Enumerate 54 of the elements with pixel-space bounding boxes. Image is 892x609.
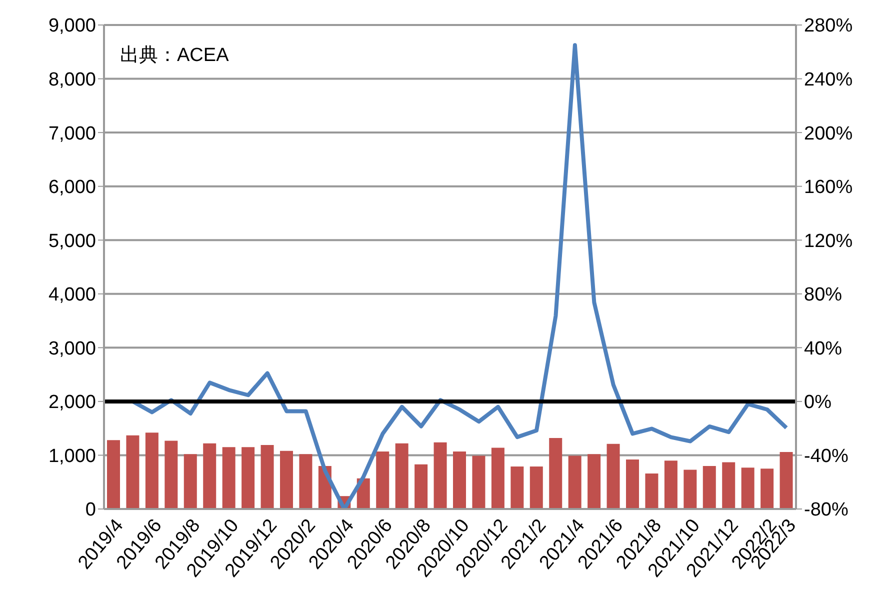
y2-tick-label: 240% <box>804 70 853 91</box>
y-tick-label: 9,000 <box>48 16 96 37</box>
y2-tick-label: -80% <box>804 500 848 521</box>
y2-tick-label: 40% <box>804 338 842 360</box>
bar <box>741 468 754 509</box>
bar <box>664 460 678 509</box>
bar <box>145 432 158 509</box>
y2-tick-label: -40% <box>804 446 848 467</box>
bar <box>626 460 639 509</box>
y-tick-label: 0 <box>85 500 96 521</box>
bar <box>472 456 486 509</box>
bar <box>491 448 504 509</box>
bar <box>606 444 620 509</box>
bar <box>702 466 716 509</box>
bar <box>280 450 293 509</box>
bar <box>126 435 140 509</box>
annotation: 出典：ACEA <box>120 44 229 68</box>
y2-tick-label: 0% <box>804 392 832 414</box>
bar <box>684 470 697 509</box>
bar <box>568 456 582 509</box>
bar <box>376 451 390 509</box>
y2-tick-label: 160% <box>804 177 853 198</box>
y2-tick-label: 80% <box>804 284 842 306</box>
y-tick-label: 7,000 <box>48 123 96 144</box>
y2-tick-label: 120% <box>804 230 853 252</box>
y-tick-label: 1,000 <box>48 446 96 467</box>
bar <box>107 440 120 509</box>
bar <box>434 442 447 509</box>
bar <box>510 466 524 509</box>
bar <box>299 454 312 509</box>
y2-tick-label: 280% <box>804 16 853 37</box>
bar <box>184 454 197 509</box>
bar <box>722 462 736 509</box>
bar <box>760 468 774 509</box>
bar <box>530 466 543 509</box>
bar <box>645 474 658 509</box>
bar <box>260 445 274 509</box>
bar <box>549 438 562 509</box>
bar <box>414 464 428 509</box>
y-tick-label: 6,000 <box>48 177 96 198</box>
y-tick-label: 3,000 <box>48 338 96 360</box>
bar <box>395 443 408 509</box>
bar <box>453 451 466 509</box>
y-tick-label: 2,000 <box>48 392 96 414</box>
bar <box>203 443 216 509</box>
bar <box>164 440 178 509</box>
y-tick-label: 5,000 <box>48 230 96 252</box>
bar <box>222 447 236 509</box>
y-tick-label: 4,000 <box>48 284 96 306</box>
bar <box>588 454 601 509</box>
bar <box>242 447 255 509</box>
bar <box>780 452 793 509</box>
y2-tick-label: 200% <box>804 123 853 144</box>
y-tick-label: 8,000 <box>48 70 96 91</box>
